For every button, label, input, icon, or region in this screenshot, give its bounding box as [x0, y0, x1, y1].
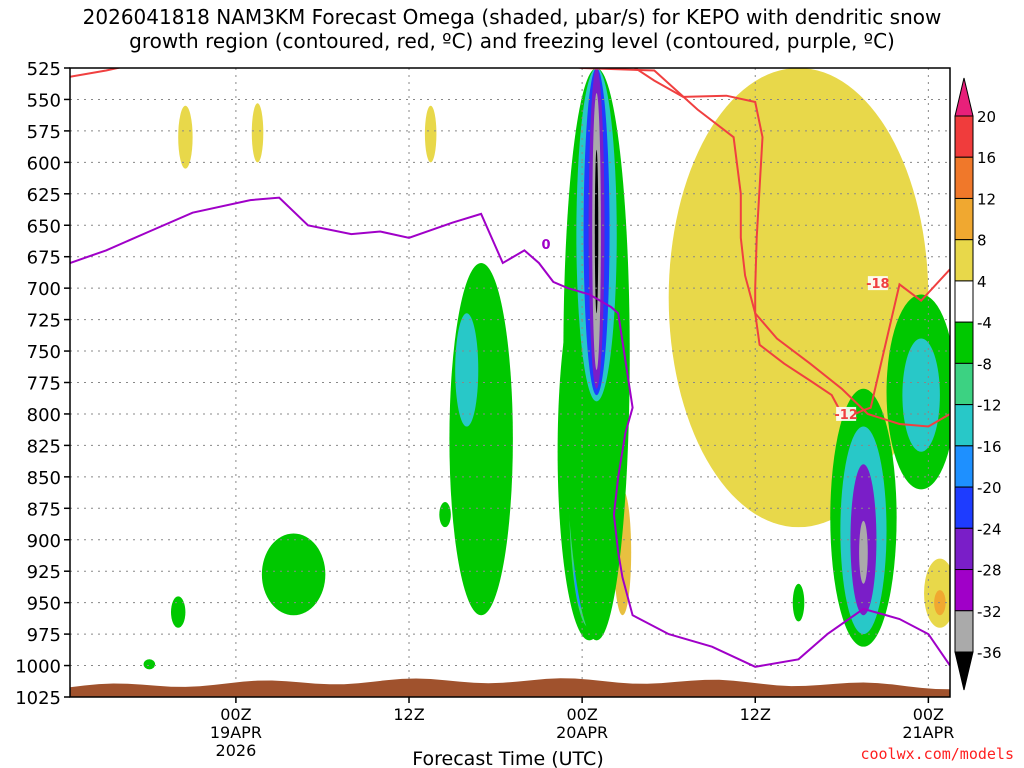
x-tick-label-30: 00Z [566, 705, 597, 724]
y-tick-label-875: 875 [27, 499, 61, 520]
y-tick-label-800: 800 [27, 405, 61, 426]
y-tick-label-600: 600 [27, 153, 61, 174]
x-tick-date-30: 20APR [556, 723, 608, 742]
y-tick-label-550: 550 [27, 90, 61, 111]
y-tick-label-725: 725 [27, 311, 61, 332]
y-tick-label-975: 975 [27, 625, 61, 646]
colorbar-segment-2 [954, 197, 974, 241]
colorbar-segment-11 [954, 569, 974, 612]
omega-ascent-small-3 [439, 502, 451, 528]
terrain-fill [70, 678, 950, 697]
omega-descent-patch-west-1 [178, 105, 193, 169]
omega-ascent-column-black [594, 149, 599, 314]
y-tick-label-950: 950 [27, 594, 61, 615]
omega-ascent-small-2 [143, 659, 156, 670]
chart-title-line-2: growth region (contoured, red, ºC) and f… [129, 29, 895, 53]
y-tick-label-925: 925 [27, 562, 61, 583]
colorbar-label-3: 8 [977, 232, 987, 250]
omega-descent-patch-west-2 [251, 103, 264, 163]
freezing-level-contour-label-bg [536, 237, 557, 252]
colorbar-label-1: 16 [977, 149, 996, 167]
colorbar-segment-5 [954, 321, 974, 364]
colorbar-label-7: -12 [977, 397, 1002, 415]
colorbar-label-8: -16 [977, 438, 1002, 456]
x-tick-label-6: 00Z [220, 705, 251, 724]
x-axis-title: Forecast Time (UTC) [412, 748, 603, 768]
colorbar-segment-8 [954, 445, 974, 488]
x-tick-label-42: 12Z [740, 705, 771, 724]
colorbar-segment-10 [954, 527, 974, 571]
omega-ascent-small-1 [170, 596, 186, 628]
y-tick-label-700: 700 [27, 279, 61, 300]
y-tick-label-650: 650 [27, 216, 61, 237]
x-tick-label-18: 12Z [393, 705, 424, 724]
colorbar-label-6: -8 [977, 355, 992, 373]
colorbar-label-10: -24 [977, 520, 1002, 538]
freezing-level-contour-label: 0 [542, 238, 551, 253]
x-tick-label-54: 00Z [913, 705, 944, 724]
omega-ascent-lower-east-max [859, 520, 868, 584]
colorbar-bottom-arrow [954, 651, 974, 691]
dendritic-contour-1-label: -12 [834, 408, 858, 423]
omega-descent-patch-mid [424, 105, 437, 163]
x-tick-date-54: 21APR [902, 723, 954, 742]
dendritic-contour-0-label-bg [867, 276, 888, 291]
x-tick-year-6: 2026 [216, 741, 257, 760]
colorbar-label-11: -28 [977, 562, 1002, 580]
colorbar-top-arrow [954, 77, 974, 117]
colorbar-label-5: -4 [977, 314, 992, 332]
omega-ascent-west-outer [449, 262, 513, 616]
chart-title-line-1: 2026041818 NAM3KM Forecast Omega (shaded… [82, 5, 942, 29]
colorbar-segment-12 [954, 610, 974, 653]
colorbar-label-9: -20 [977, 479, 1002, 497]
y-tick-label-850: 850 [27, 468, 61, 489]
y-tick-label-750: 750 [27, 342, 61, 363]
y-tick-label-1000: 1000 [15, 657, 61, 678]
freezing-level-contour [70, 196, 950, 668]
y-tick-label-825: 825 [27, 436, 61, 457]
colorbar-segment-0 [954, 115, 974, 158]
omega-ascent-ne-core [902, 338, 940, 452]
colorbar-label-13: -36 [977, 644, 1002, 662]
colorbar-segment-7 [954, 404, 974, 447]
y-tick-label-675: 675 [27, 248, 61, 269]
colorbar-segment-4 [954, 280, 974, 323]
y-tick-label-575: 575 [27, 122, 61, 143]
colorbar-label-0: 20 [977, 108, 996, 126]
omega-ascent-sw-patch [261, 533, 326, 616]
colorbar-segment-9 [954, 486, 974, 529]
dendritic-contour-1-label-bg [836, 406, 857, 421]
colorbar-label-4: 4 [977, 273, 987, 291]
colorbar-segment-3 [954, 239, 974, 282]
omega-ascent-west-core [455, 313, 479, 427]
colorbar-segment-1 [954, 156, 974, 199]
y-tick-label-625: 625 [27, 185, 61, 206]
dendritic-contour-1 [574, 68, 950, 428]
y-tick-label-775: 775 [27, 374, 61, 395]
x-tick-date-6: 19APR [210, 723, 262, 742]
dendritic-contour-0-label: -18 [866, 277, 890, 292]
y-tick-label-1025: 1025 [15, 688, 61, 709]
credit-url: coolwx.com/models [860, 745, 1014, 763]
colorbar-segment-6 [954, 362, 974, 406]
omega-descent-band-lower [711, 288, 799, 389]
colorbar-label-2: 12 [977, 190, 996, 208]
y-tick-label-525: 525 [27, 59, 61, 80]
y-tick-label-900: 900 [27, 531, 61, 552]
colorbar-label-12: -32 [977, 603, 1002, 621]
